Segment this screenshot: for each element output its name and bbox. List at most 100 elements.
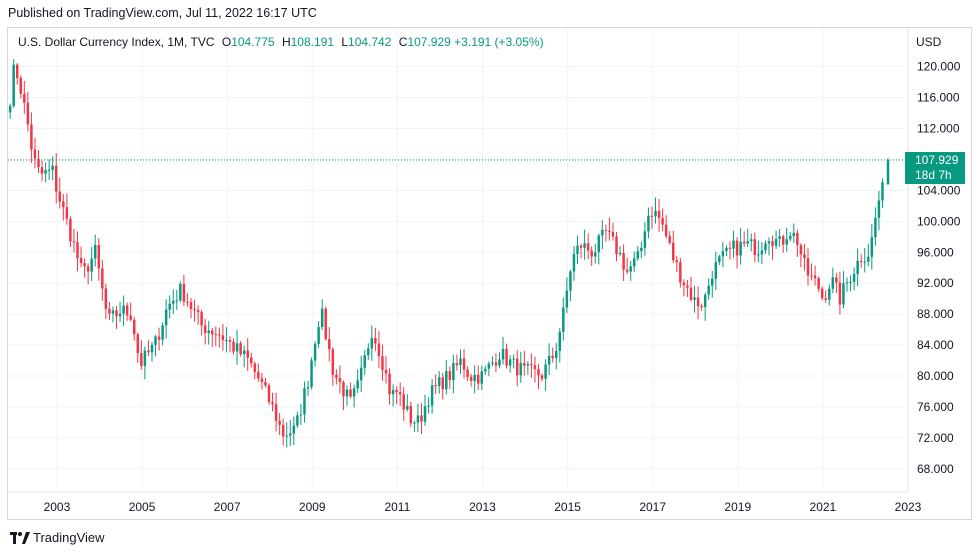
candle-body [367, 348, 370, 356]
candle-body [803, 254, 806, 259]
candle-body [512, 358, 515, 360]
candle-body [125, 305, 129, 316]
candle-body [250, 357, 253, 364]
candle-body [8, 106, 12, 113]
candle-body [23, 93, 26, 103]
candle-body [242, 350, 246, 355]
candle-body [299, 414, 303, 416]
candle-body [111, 310, 115, 314]
y-tick-label: 104.000 [917, 183, 961, 197]
candle-body [370, 337, 374, 349]
symbol-title: U.S. Dollar Currency Index, 1M, TVC [18, 35, 215, 49]
candle-body [633, 258, 636, 267]
candle-body [767, 241, 771, 244]
candle-body [122, 305, 125, 314]
candle-body [54, 165, 58, 192]
candle-body [565, 290, 569, 308]
candle-body [274, 404, 278, 421]
candle-body [484, 368, 487, 372]
candle-body [810, 275, 813, 277]
candle-body [657, 210, 661, 219]
close-value: 107.929 [407, 35, 451, 49]
candle-body [221, 335, 225, 341]
candle-body [154, 336, 157, 345]
candle-body [643, 231, 647, 248]
candle-body [785, 239, 788, 245]
candle-body [455, 363, 459, 366]
candle-body [537, 368, 540, 376]
candle-body [69, 218, 72, 242]
candle-body [384, 369, 388, 374]
candle-body [813, 275, 817, 279]
candle-body [285, 435, 288, 437]
candle-body [448, 371, 452, 381]
candle-body [207, 330, 210, 334]
candle-body [789, 236, 792, 240]
candle-body [519, 363, 523, 376]
candle-body [753, 239, 757, 255]
y-tick-label: 120.000 [917, 60, 961, 74]
open-label: O [221, 35, 232, 49]
candle-body [189, 302, 193, 310]
candle-body [586, 243, 590, 251]
candle-body [590, 250, 593, 257]
tradingview-logo-icon [10, 531, 30, 544]
tradingview-brand[interactable]: TradingView [10, 530, 105, 545]
candle-body [466, 369, 469, 377]
candle-body [647, 215, 650, 232]
candle-body [172, 300, 175, 304]
candle-body [601, 229, 604, 236]
candle-body [491, 362, 494, 364]
currency-label[interactable]: USD [916, 35, 942, 49]
candle-body [342, 382, 345, 397]
close-label: C [398, 35, 408, 49]
candle-body [331, 349, 335, 375]
candle-body [540, 375, 544, 379]
candle-body [664, 224, 668, 237]
y-tick-label: 116.000 [917, 91, 960, 105]
candle-body [239, 343, 242, 355]
x-tick-label: 2015 [554, 500, 581, 514]
y-tick-label: 68.000 [917, 462, 954, 476]
y-tick-label: 88.000 [917, 307, 954, 321]
candle-body [30, 124, 33, 150]
candle-body [218, 334, 221, 336]
candle-body [523, 363, 526, 366]
candle-body [420, 415, 423, 422]
candle-body [760, 250, 764, 255]
candle-body [501, 348, 505, 360]
y-tick-label: 84.000 [917, 338, 954, 352]
x-tick-label: 2021 [810, 500, 837, 514]
candle-body [672, 242, 675, 261]
candle-body [86, 266, 90, 272]
candle-body [15, 64, 19, 78]
candle-body [118, 313, 122, 317]
candle-body [703, 294, 707, 308]
candle-body [515, 358, 519, 376]
y-tick-label: 72.000 [917, 431, 954, 445]
candle-body [886, 160, 890, 185]
candle-body [675, 260, 679, 263]
candle-body [47, 169, 51, 171]
x-tick-label: 2007 [214, 500, 241, 514]
candle-body [583, 243, 586, 248]
candle-body [508, 359, 512, 366]
candle-body [388, 373, 391, 395]
candle-body [303, 388, 306, 415]
open-value: 104.775 [231, 35, 275, 49]
candle-body [33, 149, 37, 159]
candle-body [622, 253, 625, 270]
candle-body [480, 371, 483, 384]
candle-body [445, 371, 448, 390]
candle-body [352, 388, 356, 397]
candle-body [608, 230, 611, 232]
candle-body [193, 309, 196, 311]
candle-body [214, 334, 218, 336]
chart-legend: U.S. Dollar Currency Index, 1M, TVC O104… [18, 35, 544, 49]
candle-body [462, 358, 466, 370]
candle-body [781, 236, 785, 245]
y-tick-label: 96.000 [917, 245, 954, 259]
candle-body [852, 273, 856, 282]
low-label: L [341, 35, 349, 49]
